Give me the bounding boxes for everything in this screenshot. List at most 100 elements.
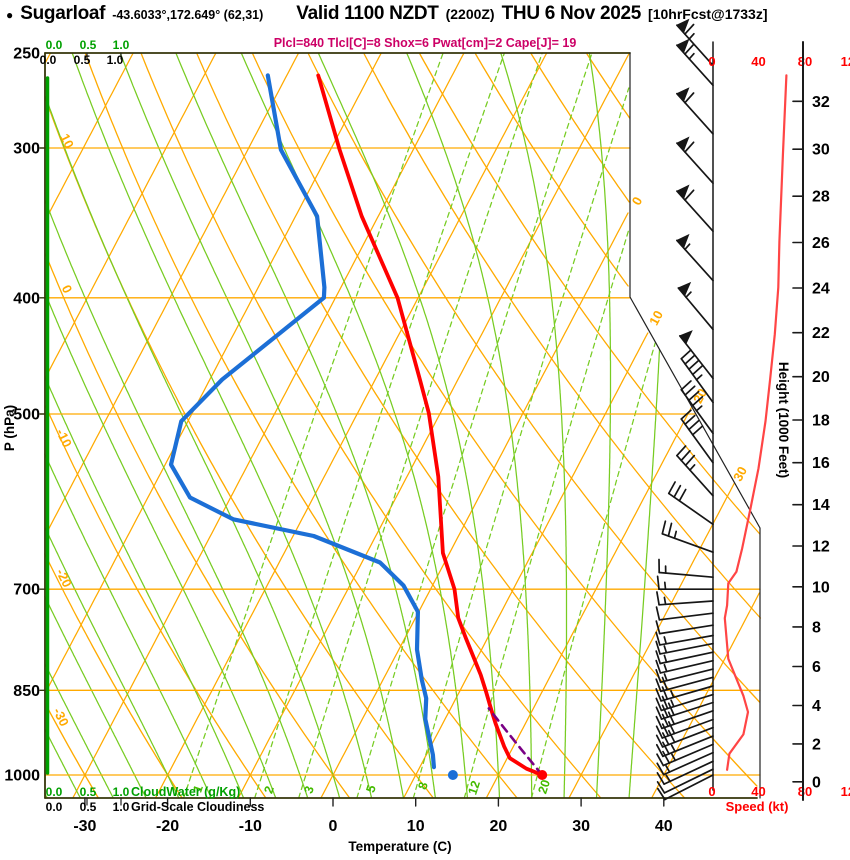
temperature-axis: -30 -20 -10 0 10 20 30 40 Temperature (C) [73,818,672,854]
valid-zulu: (2200Z) [445,6,495,22]
svg-text:80: 80 [798,54,812,69]
svg-text:Speed (kt): Speed (kt) [726,799,789,814]
svg-text:Temperature (C): Temperature (C) [348,839,451,854]
svg-text:40: 40 [751,784,765,799]
speed-axis: 0040408080120120Speed (kt) [708,54,850,814]
svg-text:1.0: 1.0 [113,38,130,52]
svg-text:0: 0 [708,784,715,799]
svg-text:1: 1 [190,783,205,794]
svg-text:0.0: 0.0 [46,785,63,799]
svg-text:-20: -20 [53,566,75,589]
dewpoint-curve [168,73,436,770]
svg-text:2: 2 [261,784,276,795]
svg-text:20: 20 [490,818,508,835]
svg-text:400: 400 [13,290,40,307]
svg-text:700: 700 [13,582,40,599]
svg-text:12: 12 [465,779,483,797]
isotherm-grid [44,52,760,799]
svg-text:0: 0 [59,282,76,295]
svg-text:40: 40 [655,818,673,835]
svg-text:22: 22 [812,325,830,342]
svg-text:-30: -30 [73,818,96,835]
svg-text:2: 2 [812,736,821,753]
svg-text:6: 6 [812,659,821,676]
svg-text:32: 32 [812,94,830,111]
svg-text:40: 40 [751,54,765,69]
svg-text:20: 20 [812,369,830,386]
svg-text:CloudWater (g/Kg): CloudWater (g/Kg) [131,785,240,799]
svg-text:3: 3 [301,784,316,795]
svg-text:16: 16 [812,455,830,472]
wind-speed-curve [723,74,788,771]
svg-text:30: 30 [730,464,750,484]
svg-text:-10: -10 [53,426,75,449]
chart-title: ● Sugarloaf -43.6033°,172.649° (62,31) V… [6,3,850,25]
pressure-axis: 250 300 400 500 700 850 1000 P (hPa) [2,46,46,784]
svg-text:300: 300 [13,140,40,157]
svg-text:120: 120 [841,54,850,69]
svg-text:8: 8 [812,619,821,636]
svg-text:-20: -20 [156,818,179,835]
mixing-ratio-grid [182,52,656,799]
svg-text:0.5: 0.5 [74,53,91,67]
forecast-info: [10hrFcst@1733z] [648,6,768,22]
svg-text:10: 10 [57,131,77,151]
svg-text:1000: 1000 [4,767,40,784]
svg-text:1.0: 1.0 [113,785,130,799]
svg-text:26: 26 [812,235,830,252]
plot-frame [44,52,761,807]
svg-text:8: 8 [415,780,430,791]
svg-text:0.0: 0.0 [46,38,63,52]
svg-text:4: 4 [812,698,821,715]
svg-text:10: 10 [407,818,425,835]
svg-text:P (hPa): P (hPa) [2,405,17,451]
surface-markers [447,769,548,780]
cloud-scales: 0.00.00.00.00.50.50.50.51.01.01.01.0Clou… [40,38,265,814]
svg-text:0.5: 0.5 [80,38,97,52]
svg-text:30: 30 [812,142,830,159]
moist-adiabat-grid [44,52,661,799]
svg-text:0.0: 0.0 [46,800,63,814]
station-coords: -43.6033°,172.649° (62,31) [112,8,264,22]
svg-text:1.0: 1.0 [113,800,130,814]
svg-text:250: 250 [13,46,40,63]
temperature-curve [316,73,545,777]
stability-parameters-line: Plcl=840 Tlcl[C]=8 Shox=6 Pwat[cm]=2 Cap… [273,36,577,50]
svg-text:24: 24 [812,280,830,297]
surface-dewpoint-dot [447,769,458,780]
svg-text:0.0: 0.0 [40,53,57,67]
svg-text:12: 12 [812,539,830,556]
svg-text:18: 18 [812,413,830,430]
svg-text:20: 20 [535,778,553,796]
svg-text:14: 14 [812,497,830,514]
svg-text:30: 30 [572,818,590,835]
svg-text:28: 28 [812,189,830,206]
svg-text:-10: -10 [239,818,262,835]
svg-text:0.5: 0.5 [80,800,97,814]
svg-text:120: 120 [841,784,850,799]
svg-text:-30: -30 [50,705,72,728]
svg-text:10: 10 [646,308,666,328]
svg-text:80: 80 [798,784,812,799]
svg-text:5: 5 [363,783,378,794]
svg-text:850: 850 [13,683,40,700]
svg-text:0.5: 0.5 [80,785,97,799]
svg-text:0: 0 [629,194,646,207]
station-bullet-icon: ● [6,8,14,22]
valid-date: THU 6 Nov 2025 [501,3,642,24]
wind-barb-panel [655,18,714,801]
svg-text:0: 0 [812,774,821,791]
valid-time: Valid 1100 NZDT [296,3,439,24]
parcel-path [487,707,544,777]
surface-temp-dot [537,769,548,780]
svg-text:10: 10 [812,579,830,596]
svg-text:0: 0 [329,818,338,835]
svg-text:Grid-Scale Cloudiness: Grid-Scale Cloudiness [131,800,264,814]
svg-text:500: 500 [13,406,40,423]
svg-text:1.0: 1.0 [107,53,124,67]
svg-text:0: 0 [708,54,715,69]
